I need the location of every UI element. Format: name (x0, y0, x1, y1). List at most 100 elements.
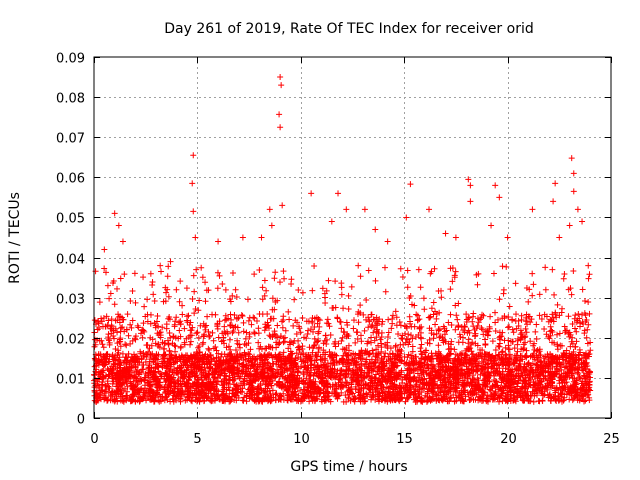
data-point (576, 346, 583, 353)
data-point (134, 367, 141, 374)
data-point (505, 324, 512, 331)
data-point (283, 377, 290, 384)
data-point (562, 329, 569, 336)
data-point (140, 353, 147, 360)
data-point (549, 266, 556, 273)
data-point (414, 387, 421, 394)
data-point (488, 363, 495, 370)
data-point (148, 396, 155, 403)
data-point (333, 373, 340, 380)
data-point (327, 331, 334, 338)
data-point (492, 346, 499, 353)
data-point (225, 343, 232, 350)
data-point (408, 301, 415, 308)
data-point (122, 341, 129, 348)
data-point (469, 376, 476, 383)
data-point (499, 348, 506, 355)
data-point (469, 318, 476, 325)
data-point (350, 325, 357, 332)
data-point (565, 313, 572, 320)
data-point (129, 287, 136, 294)
data-point (106, 337, 113, 344)
data-point (304, 358, 311, 365)
data-point (402, 330, 409, 337)
data-point (542, 286, 549, 293)
data-point (96, 376, 103, 383)
data-point (157, 262, 164, 269)
data-point (536, 291, 543, 298)
data-point (533, 335, 540, 342)
data-point (433, 397, 440, 404)
data-point (547, 323, 554, 330)
data-point (500, 290, 507, 297)
data-point (557, 342, 564, 349)
data-point (268, 222, 275, 229)
data-point (465, 176, 472, 183)
data-point (291, 296, 298, 303)
data-point (333, 382, 340, 389)
data-point (426, 206, 433, 213)
data-point (135, 324, 142, 331)
data-point (526, 381, 533, 388)
data-point (277, 371, 284, 378)
data-point (408, 323, 415, 330)
data-point (299, 289, 306, 296)
data-point (364, 382, 371, 389)
data-point (297, 329, 304, 336)
data-point (96, 299, 103, 306)
data-point (491, 360, 498, 367)
data-point (205, 353, 212, 360)
data-point (419, 385, 426, 392)
data-point (267, 333, 274, 340)
data-point (546, 335, 553, 342)
data-point (256, 266, 263, 273)
data-point (550, 314, 557, 321)
data-point (190, 208, 197, 215)
data-point (355, 319, 362, 326)
data-point (568, 155, 575, 162)
data-point (172, 343, 179, 350)
data-point (242, 335, 249, 342)
data-point (530, 398, 537, 405)
data-point (231, 312, 238, 319)
data-point (267, 390, 274, 397)
data-point (286, 316, 293, 323)
data-point (257, 361, 264, 368)
data-point (138, 369, 145, 376)
data-point (197, 322, 204, 329)
data-point (484, 332, 491, 339)
data-point (484, 397, 491, 404)
data-point (579, 286, 586, 293)
data-point (264, 385, 271, 392)
data-point (373, 334, 380, 341)
data-point (225, 351, 232, 358)
data-point (561, 350, 568, 357)
data-point (371, 379, 378, 386)
data-point (103, 269, 110, 276)
data-point (178, 343, 185, 350)
data-point (438, 366, 445, 373)
data-point (192, 306, 199, 313)
data-point (397, 384, 404, 391)
data-point (336, 376, 343, 383)
data-point (512, 280, 519, 287)
data-point (219, 382, 226, 389)
data-point (521, 397, 528, 404)
data-point (240, 328, 247, 335)
data-point (261, 292, 268, 299)
data-point (201, 324, 208, 331)
data-point (581, 330, 588, 337)
data-point (378, 321, 385, 328)
data-point (398, 385, 405, 392)
data-point (322, 389, 329, 396)
data-point (574, 369, 581, 376)
data-point (401, 322, 408, 329)
data-point (404, 284, 411, 291)
data-point (361, 395, 368, 402)
data-point (344, 322, 351, 329)
data-point (219, 281, 226, 288)
data-point (368, 339, 375, 346)
data-point (222, 286, 229, 293)
data-point (402, 339, 409, 346)
data-point (423, 398, 430, 405)
